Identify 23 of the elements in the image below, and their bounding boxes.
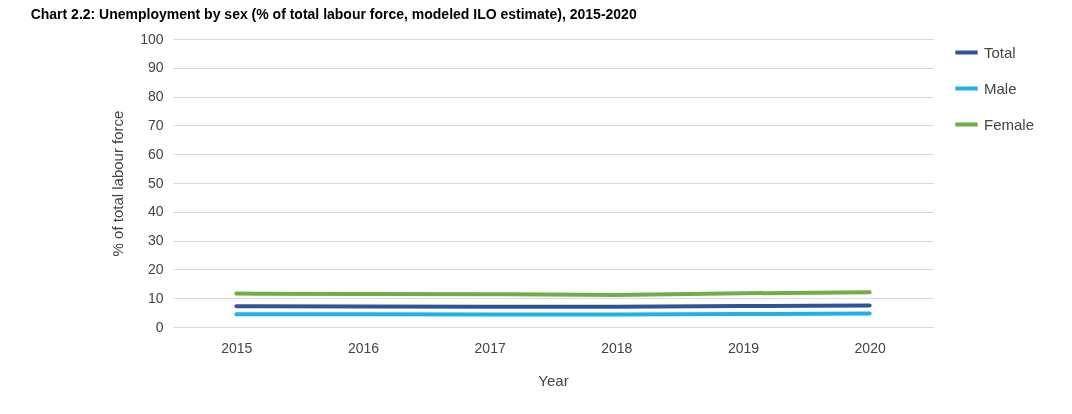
x-tick-label: 2017 xyxy=(474,339,506,356)
y-tick-label: 50 xyxy=(147,174,164,191)
x-tick-label: 2015 xyxy=(221,339,253,356)
y-axis-title: % of total labour force xyxy=(109,110,127,257)
x-tick-label: 2016 xyxy=(347,339,380,356)
y-tick-label: 80 xyxy=(147,88,164,105)
y-tick-label: 100 xyxy=(140,30,164,47)
y-tick-label: 70 xyxy=(147,116,164,133)
y-tick-label: 90 xyxy=(147,59,164,76)
chart-title: Chart 2.2: Unemployment by sex (% of total labour force, modeled ILO estimate), 2015-2020 xyxy=(30,6,637,22)
y-tick-label: 30 xyxy=(147,232,164,249)
y-tick-label: 40 xyxy=(147,203,164,220)
legend-label: Total xyxy=(984,43,1016,61)
y-tick-label: 0 xyxy=(155,318,164,335)
x-tick-label: 2018 xyxy=(601,339,633,356)
x-tick-label: 2019 xyxy=(727,339,760,356)
y-tick-label: 20 xyxy=(147,260,164,277)
y-tick-label: 60 xyxy=(147,145,164,162)
legend-label: Male xyxy=(984,79,1017,97)
y-tick-label: 10 xyxy=(147,289,164,306)
x-axis-title: Year xyxy=(538,371,569,389)
legend-label: Female xyxy=(984,115,1035,133)
x-tick-label: 2020 xyxy=(854,339,886,356)
